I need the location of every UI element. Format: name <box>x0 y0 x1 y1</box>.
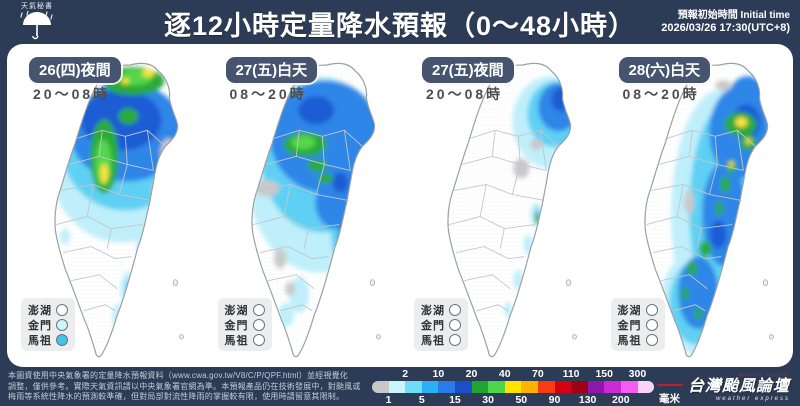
logo-text: 天氣秘書 <box>21 3 53 10</box>
brand-tiny-text: weather express <box>738 372 790 378</box>
forecast-panel-2: 27(五)白天 08～20時 <box>204 44 401 367</box>
outlying-islands-inset: 澎湖 金門 馬祖 <box>414 298 468 351</box>
header: 天氣秘書 逐12小時定量降水預報（0～48小時） 預報初始時間 Initial … <box>0 0 800 45</box>
disclaimer-line-3: 梅雨等系統性降水的預測較準確，但對局部對流性降雨的掌握較有限，使用時請留意其限制… <box>8 392 345 401</box>
legend-bar <box>372 381 654 393</box>
island-circle-penghu <box>252 303 265 316</box>
initial-time-label: 預報初始時間 Initial time <box>677 10 790 21</box>
taiwan-map-panel-4 <box>597 62 794 358</box>
forecast-panel-1: 26(四)夜間 20～08時 <box>7 44 204 367</box>
footer: 本圖資使用中央氣象署的定量降水預報資料（www.cwa.gov.tw/V8/C/… <box>0 367 800 406</box>
island-label-penghu: 澎湖 <box>224 304 249 317</box>
island-label-kinmen: 金門 <box>617 319 642 332</box>
brand-accent-line <box>656 383 683 386</box>
island-label-kinmen: 金門 <box>421 319 445 332</box>
island-label-penghu: 澎湖 <box>28 304 52 317</box>
panel-2-badge: 27(五)白天 <box>225 57 318 83</box>
island-circle-matsu <box>645 333 658 346</box>
island-circle-matsu <box>56 333 68 346</box>
island-label-matsu: 馬祖 <box>421 334 445 347</box>
island-circle-penghu <box>56 303 68 316</box>
taiwan-map-panel-1 <box>7 62 204 358</box>
island-label-penghu: 澎湖 <box>617 304 642 317</box>
island-circle-kinmen <box>252 318 265 331</box>
island-label-matsu: 馬祖 <box>617 334 642 347</box>
island-label-kinmen: 金門 <box>224 319 249 332</box>
brand-name: 台灣颱風論壇 <box>687 378 790 395</box>
rainfall-legend: 1 5 15 30 50 90 130 200 2 10 20 40 70 110 150 300 毫米 <box>372 368 680 406</box>
disclaimer-line-1: 本圖資使用中央氣象署的定量降水預報資料（www.cwa.gov.tw/V8/C/… <box>8 371 348 380</box>
forecast-card: 26(四)夜間 20～08時 <box>7 44 793 367</box>
island-circle-penghu <box>449 303 461 316</box>
island-label-penghu: 澎湖 <box>421 304 445 317</box>
brand-logo: weather express 台灣颱風論壇 weather express <box>656 372 790 403</box>
disclaimer-text: 本圖資使用中央氣象署的定量降水預報資料（www.cwa.gov.tw/V8/C/… <box>8 371 361 403</box>
forecast-panel-3: 27(五)夜間 20～08時 <box>400 44 597 367</box>
island-circle-kinmen <box>645 318 658 331</box>
outlying-islands-inset: 澎湖 金門 馬祖 <box>610 298 665 351</box>
panel-4-badge: 28(六)白天 <box>618 57 711 83</box>
outlying-islands-inset: 澎湖 金門 馬祖 <box>217 298 272 351</box>
panel-4-time: 08～20時 <box>622 86 700 102</box>
rain-overlay <box>54 67 178 330</box>
page-title: 逐12小時定量降水預報（0～48小時） <box>163 11 637 41</box>
island-circle-penghu <box>645 303 658 316</box>
app-logo: 天氣秘書 <box>12 3 62 43</box>
brand-subtitle: weather express <box>715 396 790 402</box>
initial-time: 預報初始時間 Initial time 2026/03/26 17:30(UTC… <box>661 9 790 35</box>
umbrella-rain-icon <box>20 10 53 40</box>
panel-1-badge: 26(四)夜間 <box>29 57 121 83</box>
panel-2-time: 08～20時 <box>229 86 307 102</box>
outlying-islands-inset: 澎湖 金門 馬祖 <box>21 298 75 351</box>
forecast-panel-4: 28(六)白天 08～20時 <box>597 44 794 367</box>
island-label-matsu: 馬祖 <box>28 334 52 347</box>
island-label-kinmen: 金門 <box>28 319 52 332</box>
initial-time-value: 2026/03/26 17:30(UTC+8) <box>661 22 790 34</box>
panel-3-badge: 27(五)夜間 <box>422 57 514 83</box>
taiwan-map-panel-2 <box>204 62 401 358</box>
panel-1-time: 20～08時 <box>33 86 111 102</box>
island-circle-kinmen <box>449 318 461 331</box>
island-circle-kinmen <box>56 318 68 331</box>
island-circle-matsu <box>252 333 265 346</box>
island-label-matsu: 馬祖 <box>224 334 249 347</box>
island-circle-matsu <box>449 333 461 346</box>
disclaimer-line-2: 調整，僅供參考。實際天氣資訊請以中央氣象署官網為準。本預報產品仍在技術發展中，對… <box>8 381 361 391</box>
legend-labels: 1 5 15 30 50 90 130 200 2 10 20 40 70 110 150 300 毫米 <box>385 368 680 406</box>
taiwan-map-panel-3 <box>400 62 597 358</box>
panel-3-time: 20～08時 <box>426 86 504 102</box>
